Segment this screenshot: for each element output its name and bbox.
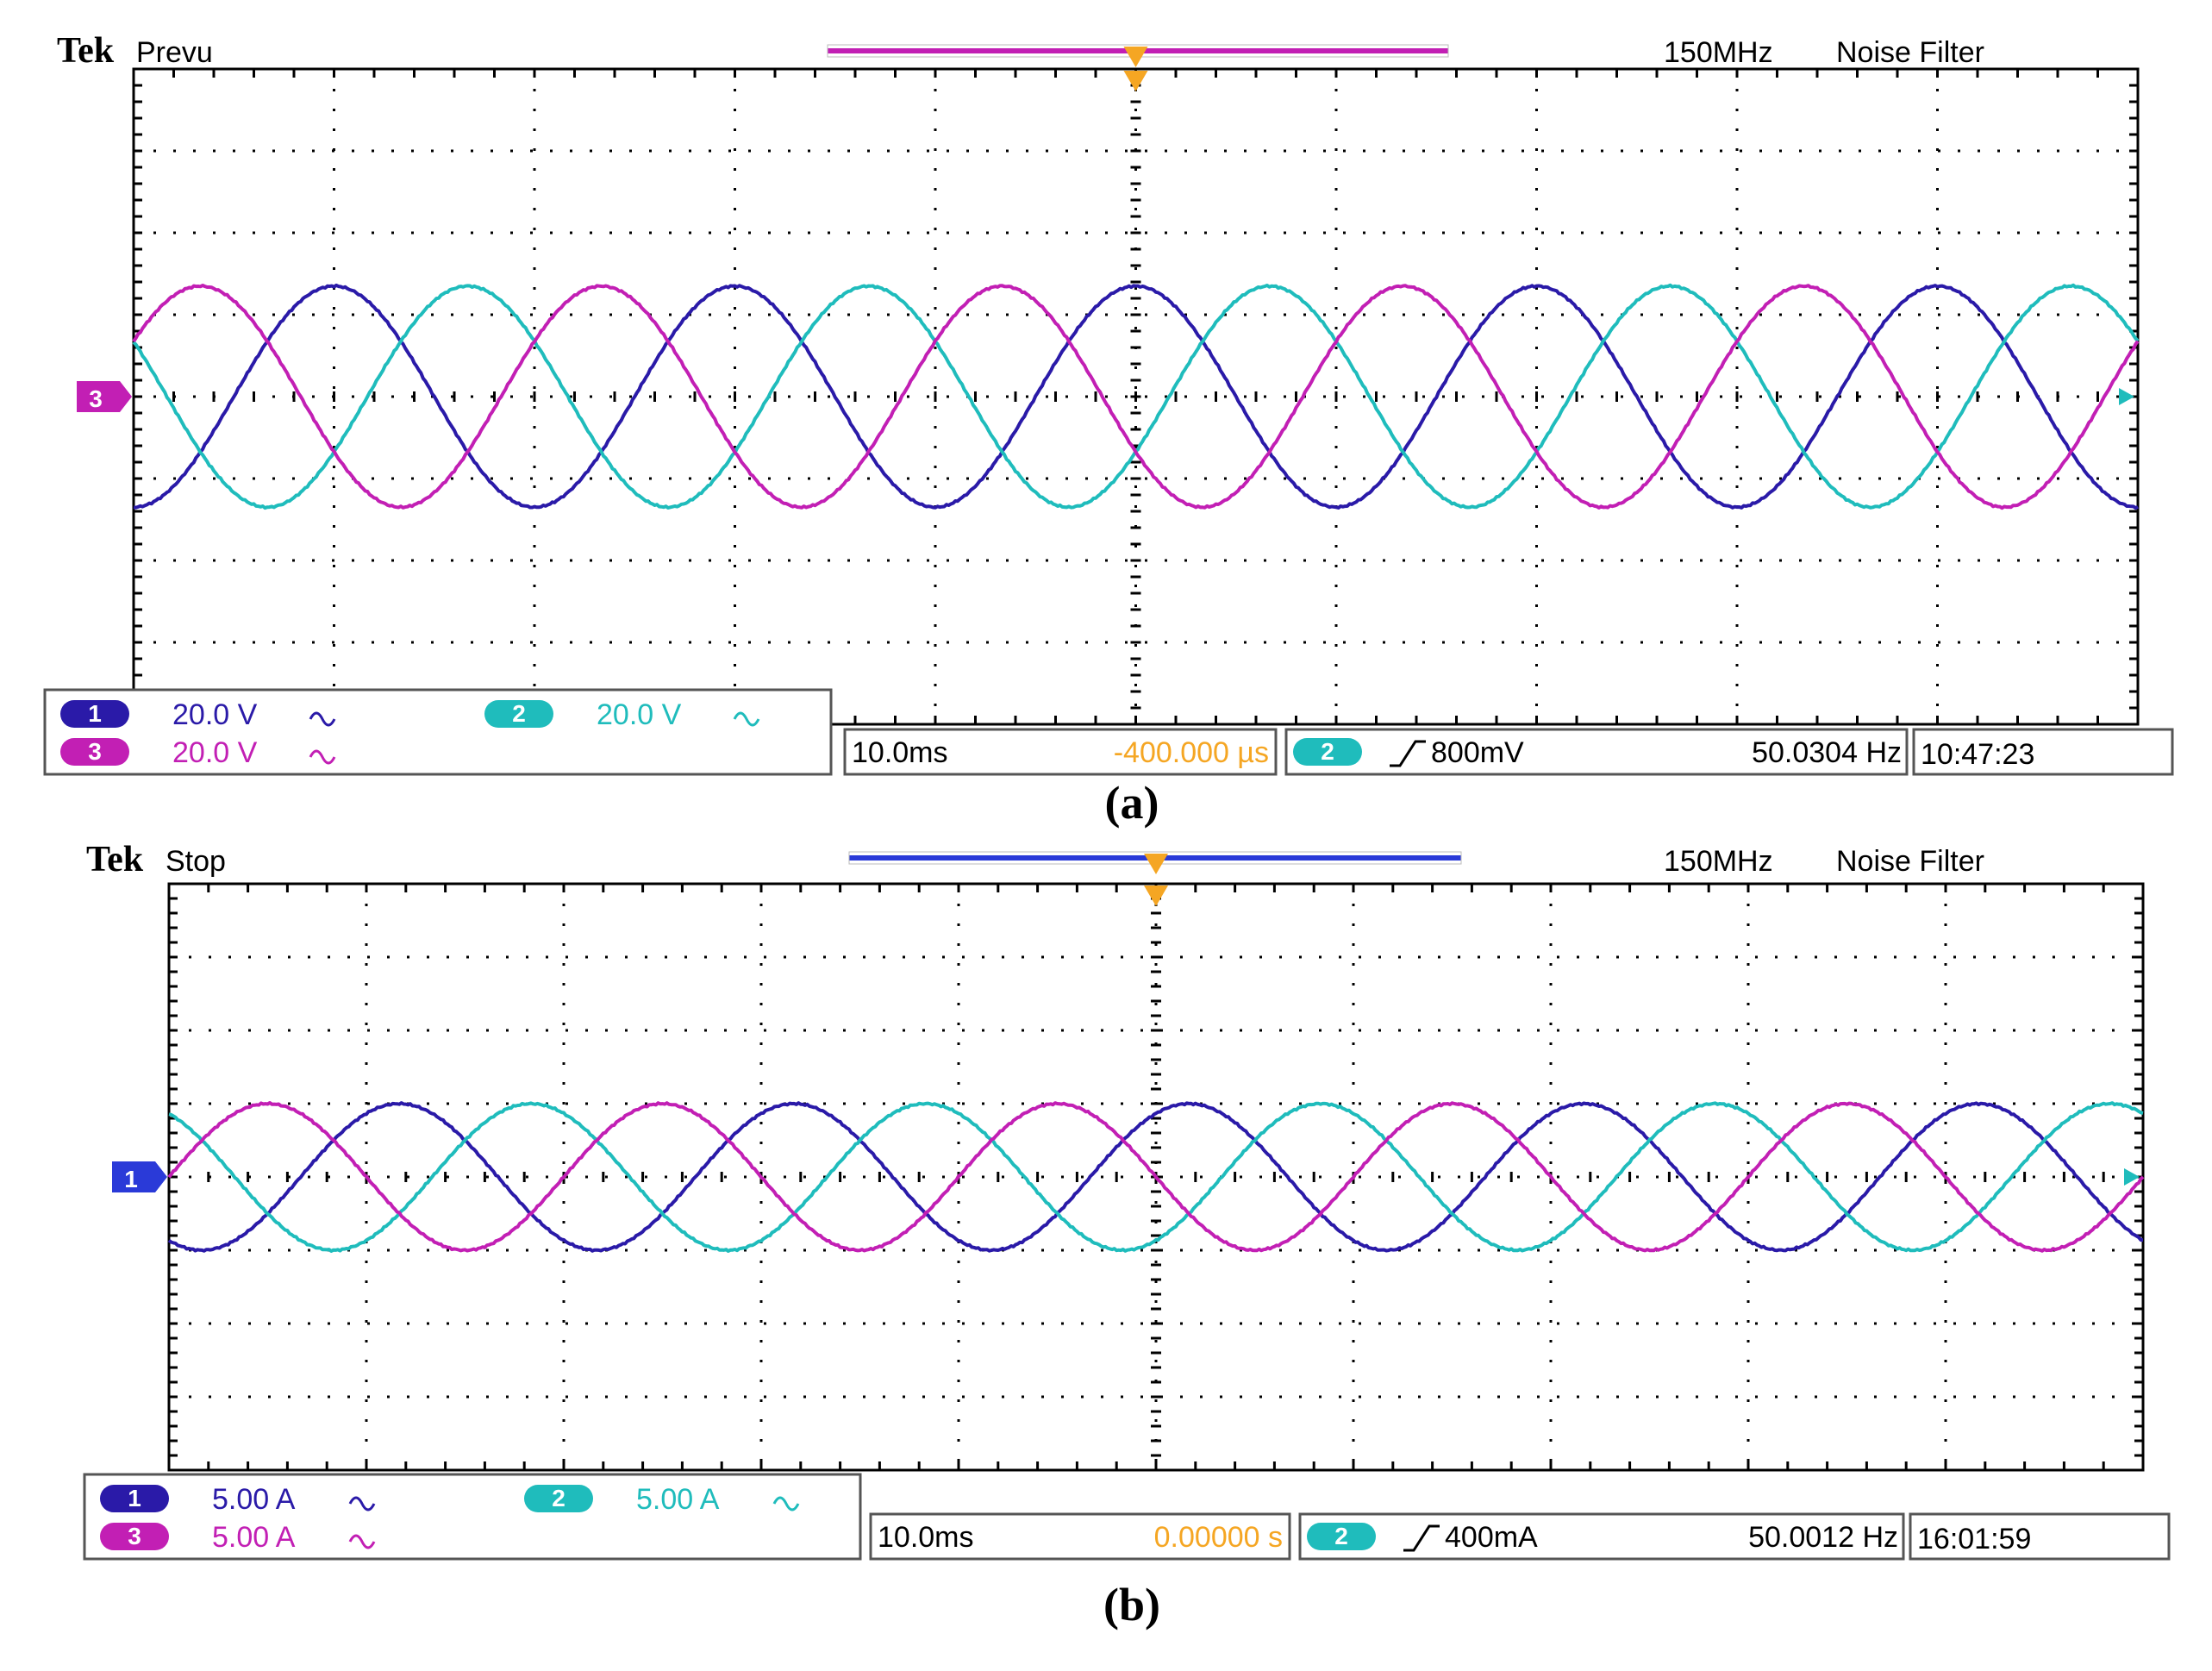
waveform-ch1: [167, 1101, 2143, 1253]
trigger-level-value: 400mA: [1445, 1521, 1538, 1554]
channel-badge-3: 3: [100, 1523, 169, 1550]
ac-wave-icon: [348, 1534, 376, 1549]
timebase-value: 10.0ms: [852, 736, 948, 769]
ac-wave-icon: [733, 711, 760, 727]
badge-pill: [60, 738, 129, 766]
waveform-ch2: [168, 1101, 2144, 1253]
trigger-source-badge: 2: [1293, 738, 1362, 766]
channel-badge-1: 1: [100, 1485, 169, 1512]
ac-wave-icon: [309, 749, 336, 765]
channel-badge-2: 2: [524, 1485, 593, 1512]
panel-caption-b: (b): [1103, 1579, 1160, 1630]
channel-scale-1: 20.0 V: [172, 698, 258, 731]
badge-label: 3: [88, 738, 102, 765]
channel-badge-3: 3: [60, 738, 129, 766]
trigger-source-badge: 2: [1307, 1523, 1376, 1550]
channel-badge-1: 1: [60, 700, 129, 728]
badge-pill: [1307, 1523, 1376, 1550]
badge-label: 2: [552, 1485, 565, 1511]
brand-logo: Tek: [86, 840, 144, 879]
channel-scale-3: 5.00 A: [212, 1521, 296, 1554]
clock-box: [1909, 1512, 2171, 1561]
ac-wave-icon: [348, 1496, 376, 1511]
horizontal-offset-value: -400.000 µs: [1114, 736, 1269, 769]
trigger-level-value: 800mV: [1431, 736, 1524, 769]
channel-badge-2: 2: [484, 700, 553, 728]
scope-panel-b: Tek Stop 150MHz Noise Filter 1 1 5.00 A 2 5.00 A…: [0, 828, 2212, 1604]
channel-readout-box: [83, 1473, 862, 1561]
rising-edge-icon: [1403, 1524, 1440, 1552]
timebase-box: [843, 728, 1278, 776]
bandwidth-label: 150MHz: [1664, 36, 1773, 69]
panel-caption-a: (a): [1104, 777, 1159, 829]
frequency-readout: 50.0012 Hz: [1748, 1521, 1898, 1554]
trigger-position-icon: [1123, 47, 1148, 67]
ground-marker-label: 3: [89, 385, 103, 412]
badge-pill: [1293, 738, 1362, 766]
expansion-point-icon: [1144, 886, 1168, 906]
badge-label: 2: [1321, 738, 1334, 765]
badge-label: 3: [128, 1523, 141, 1549]
channel-scale-1: 5.00 A: [212, 1483, 296, 1516]
waveform-ch3: [167, 1101, 2145, 1253]
horizontal-offset-value: 0.00000 s: [1154, 1521, 1283, 1554]
expansion-point-icon: [1123, 71, 1148, 91]
brand-logo: Tek: [57, 31, 115, 71]
trigger-position-icon: [1144, 854, 1168, 874]
badge-pill: [484, 700, 553, 728]
frequency-readout: 50.0304 Hz: [1752, 736, 1902, 769]
channel-scale-3: 20.0 V: [172, 736, 258, 769]
ground-level-marker: [77, 381, 132, 412]
ground-level-marker: [112, 1161, 167, 1192]
trigger-level-arrow-icon: [2119, 388, 2134, 405]
badge-label: 1: [128, 1485, 141, 1511]
ac-wave-icon: [309, 711, 336, 727]
badge-pill: [60, 700, 129, 728]
timebase-box: [869, 1512, 1291, 1561]
badge-pill: [100, 1523, 169, 1550]
noise-filter-label: Noise Filter: [1836, 36, 1984, 69]
timebase-value: 10.0ms: [878, 1521, 974, 1554]
clock-value: 16:01:59: [1917, 1523, 2031, 1555]
channel-readout-box: [43, 688, 833, 776]
ground-marker-label: 1: [124, 1166, 138, 1192]
badge-pill: [100, 1485, 169, 1512]
acquisition-status: Prevu: [136, 36, 213, 69]
trigger-level-arrow-icon: [2124, 1168, 2140, 1186]
clock-value: 10:47:23: [1921, 738, 2034, 771]
badge-label: 2: [512, 700, 526, 727]
oscilloscope-screen-a: Tek Prevu 150MHz Noise Filter 3 1 20.0 V 2 20.0 …: [43, 31, 2174, 776]
badge-label: 1: [88, 700, 102, 727]
channel-scale-2: 20.0 V: [597, 698, 682, 731]
rising-edge-icon: [1390, 740, 1426, 767]
noise-filter-label: Noise Filter: [1836, 845, 1984, 878]
badge-pill: [524, 1485, 593, 1512]
oscilloscope-screen-b: Tek Stop 150MHz Noise Filter 1 1 5.00 A 2 5.00 A…: [83, 840, 2171, 1561]
ac-wave-icon: [772, 1496, 800, 1511]
acquisition-status: Stop: [166, 845, 226, 878]
trigger-box: [1298, 1512, 1905, 1561]
scope-panel-a: Tek Prevu 150MHz Noise Filter 3 1 20.0 V 2 20.0 …: [0, 0, 2212, 828]
clock-box: [1912, 728, 2174, 776]
badge-label: 2: [1334, 1523, 1348, 1549]
channel-scale-2: 5.00 A: [636, 1483, 720, 1516]
waveform-ch3: [132, 284, 2140, 510]
bandwidth-label: 150MHz: [1664, 845, 1773, 878]
